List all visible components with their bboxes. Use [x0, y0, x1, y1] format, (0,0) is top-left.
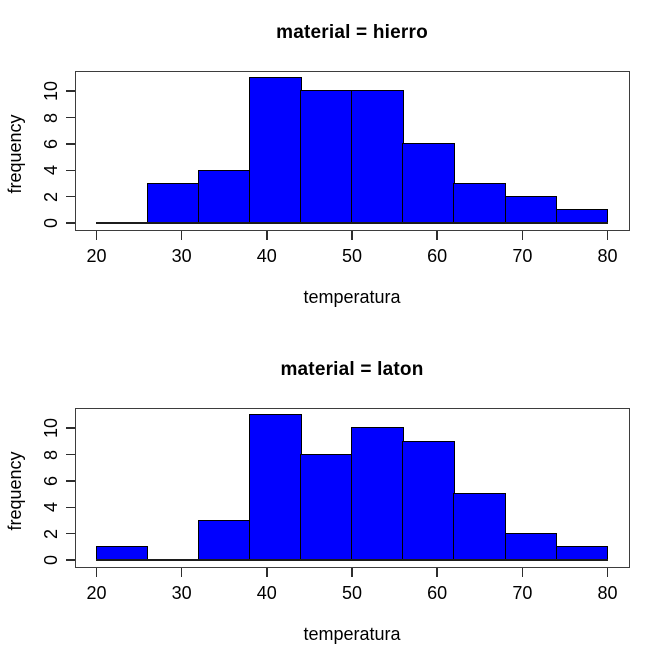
x-tick — [606, 567, 609, 577]
zero-baseline — [95, 222, 609, 225]
x-tick — [521, 567, 524, 577]
histogram-bar — [402, 440, 455, 561]
chart-title: material = hierro — [276, 22, 428, 43]
x-tick-label: 20 — [86, 583, 107, 603]
histogram-bar — [504, 195, 558, 224]
zero-baseline — [95, 559, 609, 562]
x-tick — [180, 230, 183, 240]
x-tick-label: 40 — [256, 583, 277, 603]
x-tick-label: 80 — [597, 246, 618, 266]
histogram-bar — [453, 493, 507, 561]
x-tick-label: 60 — [427, 583, 448, 603]
x-tick-label: 60 — [427, 246, 448, 266]
x-tick — [95, 230, 98, 240]
histogram-bar — [351, 427, 404, 561]
x-tick — [95, 567, 98, 577]
x-axis-label: temperatura — [303, 624, 401, 644]
y-tick — [65, 195, 75, 198]
x-tick-label: 50 — [341, 246, 363, 266]
x-tick — [180, 567, 183, 577]
x-tick-label: 50 — [341, 583, 363, 603]
histogram-bar — [351, 90, 404, 224]
y-tick — [65, 427, 75, 429]
x-tick — [521, 230, 524, 240]
y-tick — [65, 559, 75, 561]
chart-title: material = laton — [280, 359, 424, 380]
x-tick — [266, 230, 268, 240]
x-tick-label: 80 — [597, 583, 618, 603]
x-tick — [266, 567, 268, 577]
histogram-bar — [300, 90, 353, 224]
panel-laton: material = laton frequency 20 30 40 50 60 70 8… — [0, 337, 650, 651]
x-tick — [351, 230, 353, 240]
y-tick — [65, 222, 75, 224]
histogram-bar — [249, 77, 302, 224]
y-tick-label: 10 — [41, 418, 61, 439]
x-tick-label: 70 — [512, 583, 533, 603]
y-tick — [65, 506, 75, 508]
y-tick — [65, 90, 75, 92]
plot-area: 20 30 40 50 60 70 80 0 2 4 6 8 10 — [41, 70, 630, 265]
y-axis-label: frequency — [5, 451, 25, 531]
panel-hierro: material = hierro frequency 20 30 40 50 60 70… — [5, 22, 630, 307]
x-tick — [606, 230, 609, 240]
y-tick — [65, 532, 75, 535]
x-tick — [351, 567, 353, 577]
x-tick — [436, 230, 438, 240]
plot-area: 20 30 40 50 60 70 80 0 2 4 6 8 10 — [41, 407, 630, 602]
y-tick — [65, 169, 75, 171]
y-axis-label: frequency — [5, 114, 25, 194]
x-tick-label: 40 — [256, 246, 277, 266]
x-tick-label: 70 — [512, 246, 533, 266]
y-tick — [65, 116, 75, 119]
x-tick-label: 20 — [86, 246, 107, 266]
histogram-bar — [504, 532, 558, 561]
y-tick — [65, 143, 75, 145]
y-tick — [65, 453, 75, 456]
x-tick-label: 30 — [171, 246, 192, 266]
histogram-bar — [197, 519, 251, 561]
histogram-bar — [146, 182, 200, 224]
histogram-bar — [402, 143, 455, 224]
histogram-bar — [300, 453, 353, 561]
x-axis-label: temperatura — [303, 287, 401, 307]
y-tick-label: 10 — [41, 81, 61, 102]
histogram-bar — [197, 169, 251, 224]
y-tick — [65, 480, 75, 482]
histogram-bar — [453, 182, 507, 224]
x-tick — [436, 567, 438, 577]
histogram-bar — [249, 414, 302, 561]
x-tick-label: 30 — [171, 583, 192, 603]
